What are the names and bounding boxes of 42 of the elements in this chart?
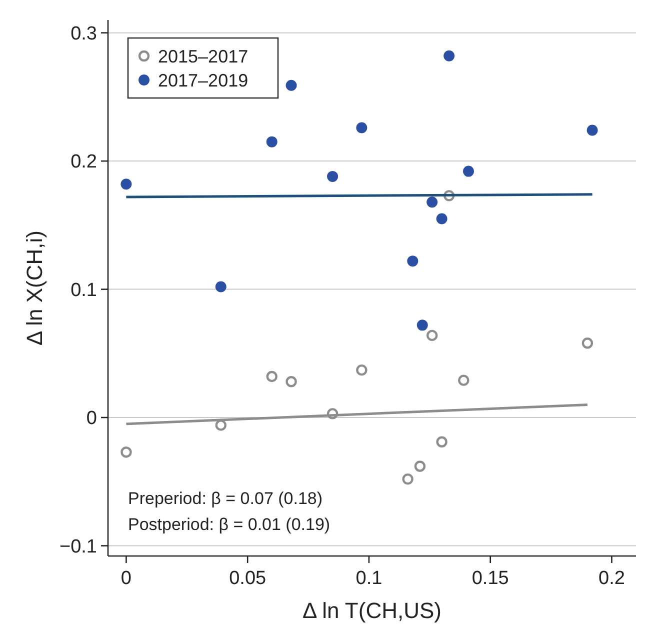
y-tick-label: 0.2 (70, 152, 97, 173)
x-axis-title: Δ ln T(CH,US) (302, 598, 442, 623)
point (266, 370, 278, 382)
x-tick-label: 0.15 (472, 568, 509, 589)
point (286, 376, 297, 388)
y-tick-label: −0.1 (59, 536, 97, 558)
point (443, 190, 455, 202)
point (327, 170, 338, 182)
point (266, 136, 278, 148)
x-tick-label: 0 (120, 568, 132, 589)
point (416, 320, 428, 331)
point (426, 196, 438, 208)
point (462, 166, 474, 177)
annotation: Preperiod: β = 0.07 (0.18) (128, 489, 323, 508)
point (326, 408, 338, 420)
point (444, 50, 455, 62)
point (402, 473, 414, 485)
point (120, 446, 132, 458)
legend-label: 2017–2019 (158, 70, 248, 90)
point (582, 338, 594, 349)
point (407, 256, 418, 267)
y-tick-label: 0 (86, 408, 97, 430)
point (356, 364, 368, 376)
annotation: Postperiod: β = 0.01 (0.19) (128, 515, 330, 534)
point (458, 374, 470, 386)
x-tick-label: 0.05 (229, 568, 266, 589)
point (436, 436, 448, 448)
point (215, 281, 226, 292)
y-axis-title: Δ ln X(CH,i) (22, 230, 47, 346)
x-tick-label: 0.1 (356, 568, 382, 589)
x-tick-label: 0.2 (598, 568, 625, 589)
point (215, 420, 226, 431)
point (356, 122, 368, 134)
point (286, 80, 297, 91)
point (414, 460, 426, 472)
point (426, 330, 438, 342)
point (120, 178, 132, 190)
point (586, 124, 598, 136)
point (436, 213, 448, 224)
y-tick-label: 0.3 (70, 23, 97, 44)
y-tick-label: 0.1 (70, 280, 97, 301)
legend-label: 2015–2017 (158, 46, 248, 66)
